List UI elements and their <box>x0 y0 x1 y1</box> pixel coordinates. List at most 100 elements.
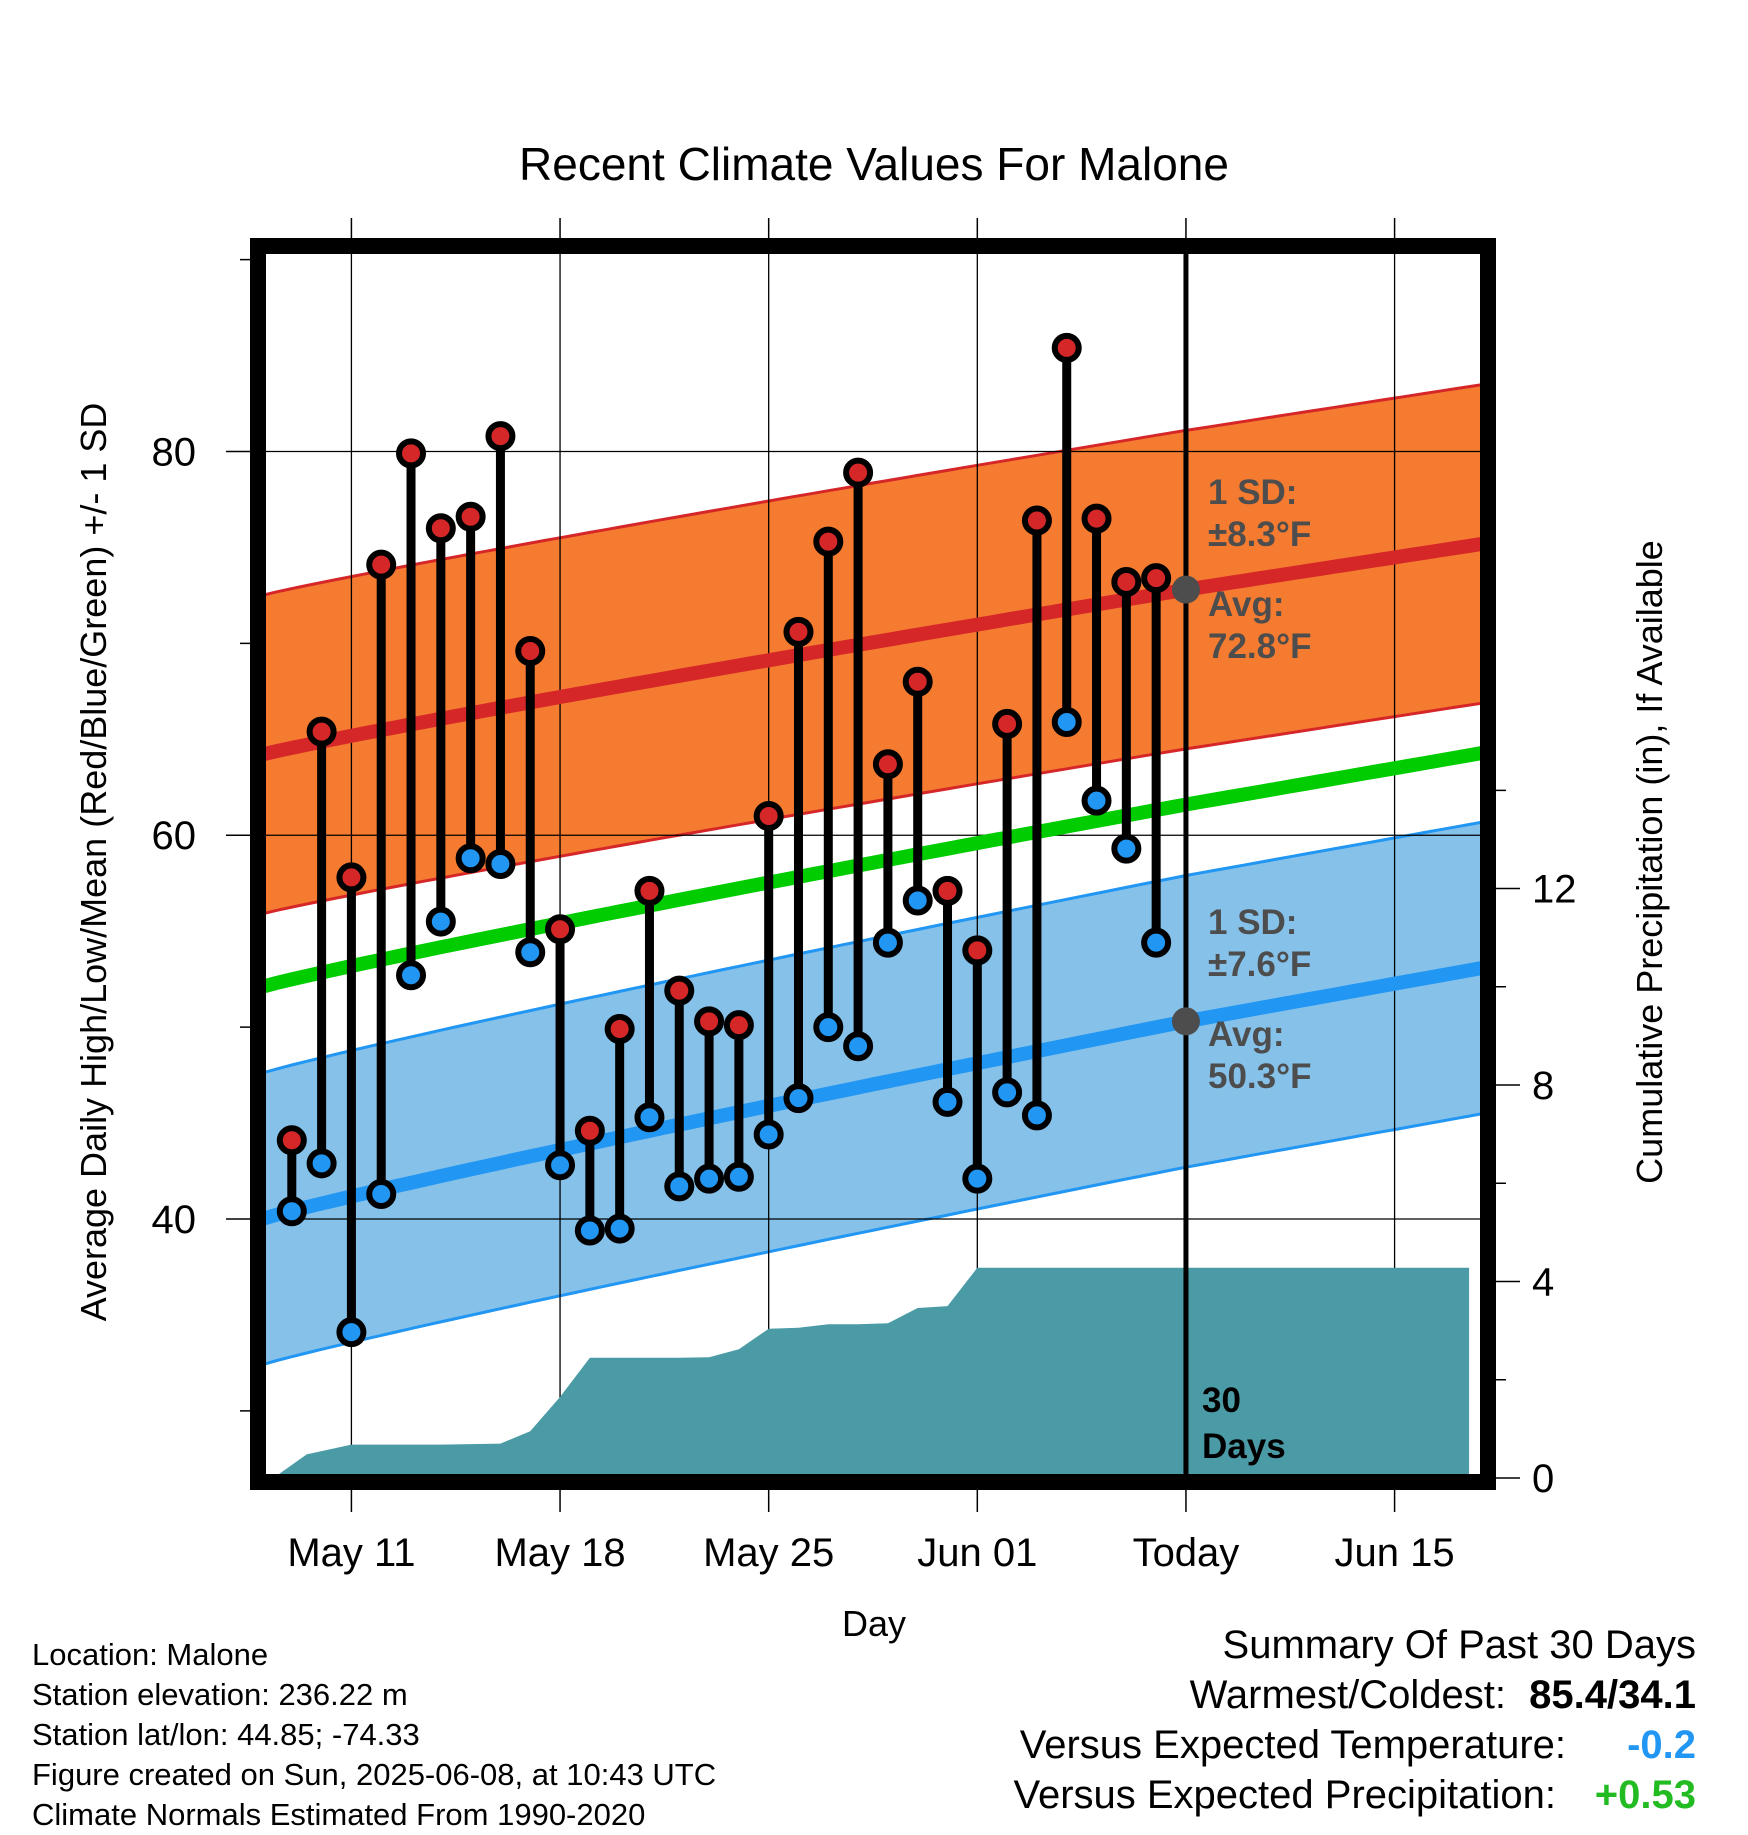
x-tick-label: May 18 <box>494 1531 625 1575</box>
daily-high-point <box>694 1006 725 1037</box>
station-location: Location: Malone <box>32 1637 269 1672</box>
daily-high-point <box>813 526 844 557</box>
station-latlon: Station lat/lon: 44.85; -74.33 <box>32 1717 420 1752</box>
daily-high-point <box>872 749 903 780</box>
today-label-line1: 30 <box>1202 1381 1241 1420</box>
warmest-value: 85.4/34.1 <box>1529 1673 1696 1717</box>
low-band-upper-edge <box>262 820 1484 1075</box>
temp-anomaly-value: -0.2 <box>1627 1723 1696 1767</box>
daily-high-point <box>396 438 427 469</box>
daily-low-point <box>634 1102 665 1133</box>
daily-low-point <box>783 1083 814 1114</box>
cumulative-precip-area <box>276 1267 1470 1478</box>
daily-high-point <box>425 513 456 544</box>
daily-low-point <box>872 927 903 958</box>
daily-low-point <box>515 937 546 968</box>
daily-low-point <box>694 1163 725 1194</box>
daily-low-point <box>1021 1100 1052 1131</box>
daily-low-point <box>545 1150 576 1181</box>
daily-low-point <box>276 1196 307 1227</box>
station-elevation: Station elevation: 236.22 m <box>32 1677 408 1712</box>
y-left-tick-label: 80 <box>152 430 197 474</box>
high-band-lower-edge <box>262 701 1484 916</box>
daily-low-point <box>962 1163 993 1194</box>
warmest-label: Warmest/Coldest: <box>1189 1673 1506 1717</box>
summary-precip-row: Versus Expected Precipitation: +0.53 <box>796 1770 1696 1820</box>
daily-low-point <box>336 1317 367 1348</box>
y-right-tick-label: 0 <box>1532 1457 1554 1501</box>
high-avg-label: Avg: <box>1208 585 1284 624</box>
daily-low-point <box>455 843 486 874</box>
high-sd-label: 1 SD: <box>1208 473 1297 512</box>
daily-low-point <box>574 1215 605 1246</box>
daily-low-point <box>1081 785 1112 816</box>
precip-anomaly-label: Versus Expected Precipitation: <box>1013 1773 1556 1817</box>
daily-high-point <box>604 1014 635 1045</box>
daily-high-point <box>276 1125 307 1156</box>
plot-frame <box>250 238 1496 1490</box>
daily-low-point <box>723 1161 754 1192</box>
daily-high-point <box>723 1010 754 1041</box>
x-tick-label: May 25 <box>703 1531 834 1575</box>
daily-high-point <box>783 616 814 647</box>
daily-high-point <box>634 875 665 906</box>
climate-normals-note: Climate Normals Estimated From 1990-2020 <box>32 1797 646 1832</box>
today-avg-low-dot <box>1171 1007 1200 1036</box>
figure-created: Figure created on Sun, 2025-06-08, at 10… <box>32 1757 717 1792</box>
normal-high-line <box>262 536 1484 762</box>
low-avg-value: 50.3°F <box>1208 1057 1312 1096</box>
x-axis-label: Day <box>842 1603 906 1644</box>
daily-low-point <box>485 849 516 879</box>
low-avg-label: Avg: <box>1208 1015 1284 1054</box>
daily-high-point <box>843 457 874 488</box>
daily-high-point <box>962 935 993 966</box>
summary-heading: Summary Of Past 30 Days <box>1222 1623 1696 1667</box>
daily-low-point <box>932 1086 963 1117</box>
y-left-tick-label: 40 <box>152 1198 197 1242</box>
today-label-line2: Days <box>1202 1427 1286 1466</box>
x-tick-label: Today <box>1133 1531 1240 1575</box>
daily-low-point <box>396 960 427 991</box>
daily-low-point <box>604 1213 635 1244</box>
daily-low-point <box>902 885 933 916</box>
daily-high-point <box>1111 566 1142 597</box>
daily-high-point <box>455 501 486 532</box>
high-sd-value: ±8.3°F <box>1208 515 1311 554</box>
daily-low-point <box>1111 833 1142 864</box>
daily-high-point <box>574 1115 605 1146</box>
x-tick-label: Jun 15 <box>1335 1531 1455 1575</box>
daily-low-point <box>992 1077 1023 1108</box>
summary-panel: Summary Of Past 30 Days Warmest/Coldest:… <box>796 1620 1696 1820</box>
daily-low-point <box>753 1119 784 1150</box>
x-tick-label: Jun 01 <box>917 1531 1037 1575</box>
daily-low-point <box>306 1148 337 1179</box>
summary-warmest-row: Warmest/Coldest: 85.4/34.1 <box>796 1670 1696 1720</box>
y-left-tick-label: 60 <box>152 814 197 858</box>
daily-high-point <box>366 549 397 580</box>
daily-low-point <box>813 1012 844 1043</box>
low-sd-band <box>262 821 1484 1365</box>
daily-high-point <box>336 862 367 893</box>
y-right-tick-label: 4 <box>1532 1261 1554 1305</box>
summary-temp-row: Versus Expected Temperature: -0.2 <box>796 1720 1696 1770</box>
normal-low-line <box>262 960 1484 1226</box>
x-tick-label: May 11 <box>287 1531 415 1575</box>
temp-anomaly-label: Versus Expected Temperature: <box>1019 1723 1566 1767</box>
daily-low-point <box>843 1031 874 1062</box>
station-info: Location: Malone Station elevation: 236.… <box>32 1635 716 1835</box>
daily-high-point <box>1081 503 1112 534</box>
precip-anomaly-value: +0.53 <box>1594 1773 1696 1817</box>
daily-high-point <box>753 801 784 832</box>
daily-low-point <box>664 1171 695 1202</box>
daily-high-point <box>306 716 337 747</box>
y-right-tick-label: 8 <box>1532 1064 1554 1108</box>
daily-low-point <box>425 906 456 937</box>
daily-high-point <box>932 875 963 906</box>
high-avg-value: 72.8°F <box>1208 627 1312 666</box>
y-axis-right-label: Cumulative Precipitation (in), If Availa… <box>1629 540 1670 1184</box>
today-avg-high-dot <box>1171 575 1200 604</box>
daily-high-point <box>902 666 933 697</box>
normal-mean-line <box>262 745 1484 994</box>
daily-high-point <box>1051 332 1082 363</box>
